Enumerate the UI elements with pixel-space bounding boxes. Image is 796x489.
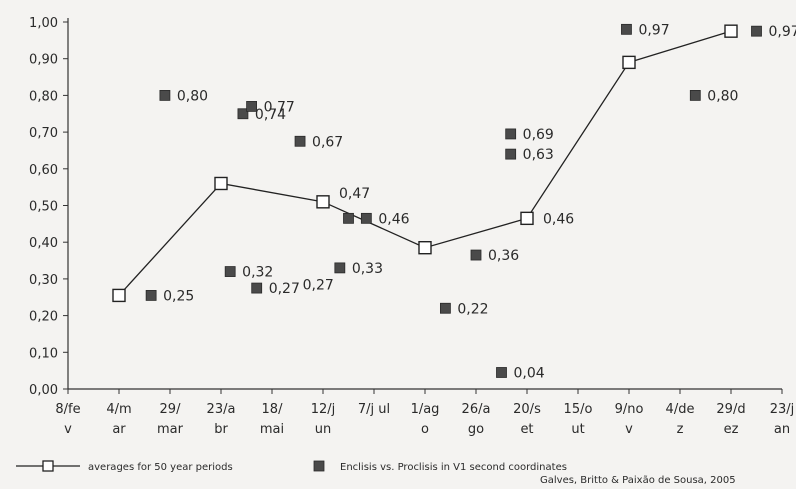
y-tick-label: 0,70 — [29, 126, 58, 141]
average-point — [214, 176, 228, 191]
scatter-point — [159, 90, 171, 101]
y-tick-label: 0,90 — [29, 53, 58, 68]
x-tick-label-line2: v — [64, 422, 72, 437]
x-tick-label: 20/s — [513, 402, 541, 417]
x-tick-label-line2: z — [677, 422, 684, 437]
y-tick-label: 0,50 — [29, 200, 58, 215]
y-tick-label: 0,80 — [29, 89, 58, 104]
scatter-point — [505, 128, 517, 140]
average-point-label: 0,47 — [339, 186, 370, 202]
y-tick-label: 0,40 — [29, 236, 58, 251]
scatter-point — [470, 249, 482, 261]
x-tick-label-line2: an — [774, 422, 790, 437]
scatter-point — [505, 148, 517, 160]
scatter-point — [251, 282, 263, 294]
scatter-point — [621, 23, 632, 35]
y-tick-label: 0,10 — [29, 346, 58, 361]
scatter-point-label: 0,27 — [269, 281, 300, 297]
scatter-point — [145, 290, 157, 301]
legend-label: Enclisis vs. Proclisis in V1 second coor… — [340, 462, 567, 473]
x-tick-label-line2: br — [214, 422, 228, 437]
x-tick-label-line2: un — [315, 422, 331, 437]
x-tick-label: 4/de — [666, 402, 695, 417]
scatter-point — [439, 302, 451, 314]
y-tick-label: 0,60 — [29, 163, 58, 178]
average-point — [418, 241, 432, 255]
y-tick-label: 1,00 — [29, 16, 58, 31]
average-point — [622, 55, 636, 70]
scatter-point-label: 0,22 — [457, 301, 488, 317]
y-tick-label: 0,30 — [29, 273, 58, 288]
scatter-point — [246, 101, 258, 112]
scatter-point-label: 0,80 — [707, 88, 738, 104]
scatter-point-label: 0,25 — [163, 288, 194, 304]
scatter-point — [224, 266, 236, 277]
scatter-point-label: 0,33 — [352, 261, 383, 277]
y-tick-label: 0,20 — [29, 310, 58, 325]
x-tick-label: 23/a — [207, 402, 236, 417]
scatter-point-label: 0,77 — [264, 99, 295, 115]
x-tick-label: 18/ — [262, 402, 284, 417]
x-tick-label-line2: ez — [724, 422, 739, 437]
scatter-point — [294, 135, 306, 147]
y-tick-label: 0,00 — [29, 383, 58, 398]
x-tick-label-line2: go — [468, 422, 484, 437]
scatter-point-label: 0,97 — [769, 24, 796, 40]
x-tick-label: 26/a — [462, 402, 491, 417]
legend-open-square-marker — [42, 460, 54, 472]
scatter-point-label: 0,80 — [177, 88, 208, 104]
scatter-point — [360, 212, 372, 224]
x-tick-label: 12/j — [311, 402, 336, 417]
scatter-point-label: 0,46 — [378, 211, 409, 227]
scatter-point-label: 0,97 — [638, 22, 669, 38]
x-tick-label: 15/o — [564, 402, 593, 417]
x-tick-label-line2: o — [421, 422, 429, 437]
scatter-point — [334, 262, 346, 274]
average-point — [316, 195, 330, 209]
scatter-point — [689, 90, 701, 101]
x-tick-label-line2: ut — [571, 422, 584, 437]
legend-filled-square-marker — [313, 460, 325, 472]
x-tick-label: 7/j ul — [358, 402, 390, 417]
x-tick-label: 4/m — [106, 402, 131, 417]
scatter-point — [751, 25, 762, 37]
average-point — [520, 211, 534, 226]
x-tick-label-line2: mai — [260, 422, 284, 437]
scatter-point-label: 0,69 — [523, 127, 554, 143]
scatter-point-label: 0,63 — [523, 147, 554, 163]
x-tick-label-line2: v — [625, 422, 633, 437]
scatter-point-label: 0,74 — [255, 107, 286, 123]
scatter-point — [237, 108, 249, 120]
x-tick-label-line2: et — [520, 422, 533, 437]
scatter-point — [343, 212, 354, 224]
x-tick-label: 9/no — [615, 402, 644, 417]
average-line — [118, 30, 732, 296]
scatter-point — [496, 367, 507, 378]
annotation-label: 0,27 — [303, 277, 334, 293]
scatter-point-label: 0,36 — [488, 248, 519, 264]
x-tick-label: 23/j — [770, 402, 795, 417]
average-point-label: 0,46 — [543, 211, 574, 227]
x-tick-label-line2: ar — [112, 422, 126, 437]
credit-text: Galves, Britto & Paixão de Sousa, 2005 — [540, 475, 736, 486]
legend-label: averages for 50 year periods — [88, 462, 233, 473]
scatter-point-label: 0,32 — [242, 265, 273, 281]
scatter-point-label: 0,04 — [514, 365, 545, 381]
average-point — [724, 24, 738, 38]
scatter-point-label: 0,67 — [312, 134, 343, 150]
x-tick-label: 8/fe — [55, 402, 80, 417]
average-point — [112, 288, 126, 303]
x-tick-label: 29/ — [160, 402, 182, 417]
x-tick-label: 1/ag — [411, 402, 440, 417]
x-tick-label: 29/d — [716, 402, 745, 417]
x-tick-label-line2: mar — [157, 422, 184, 437]
